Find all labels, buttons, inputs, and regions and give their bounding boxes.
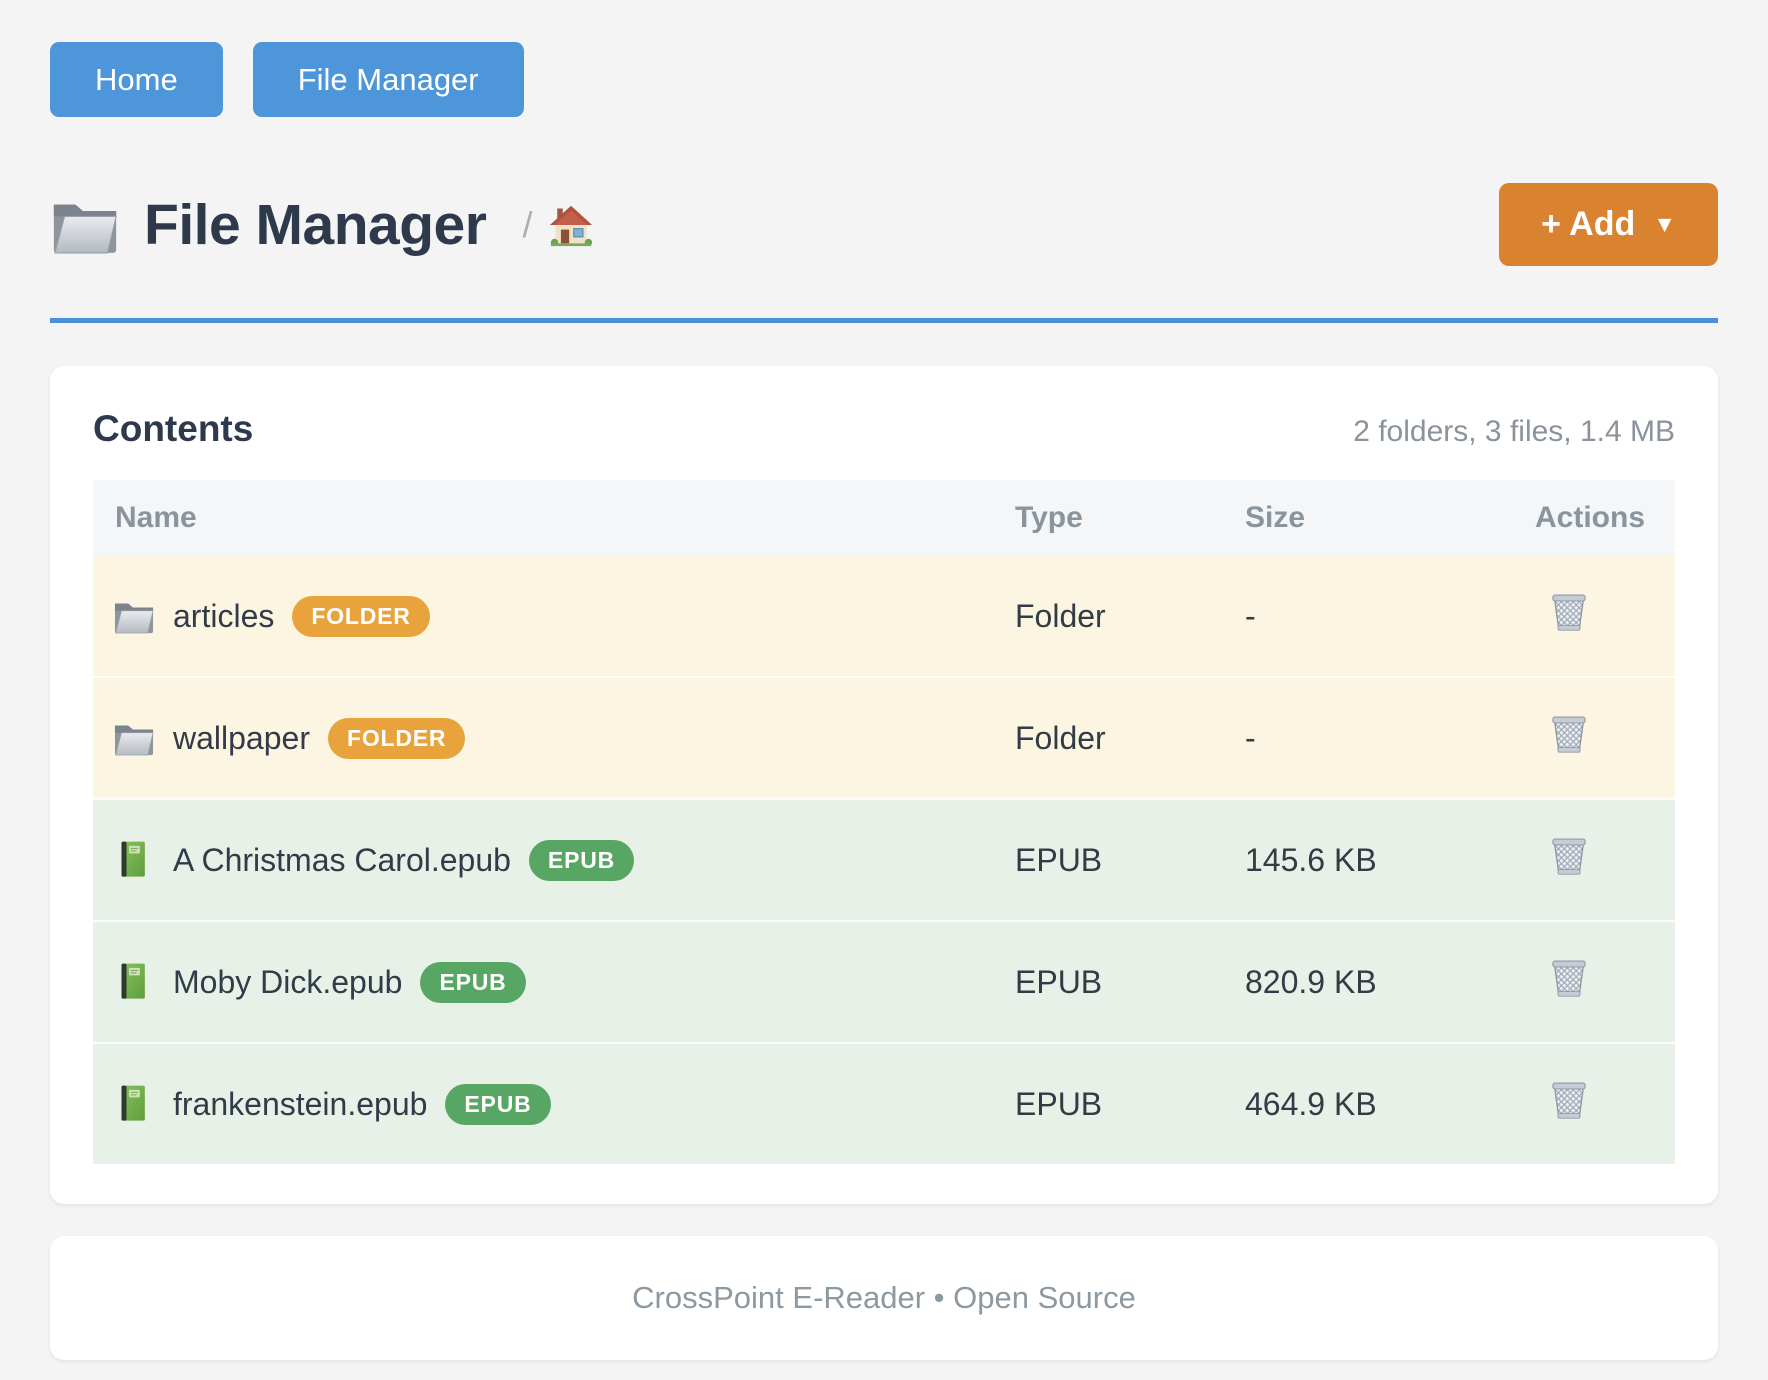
table-body: articles FOLDER Folder - wallpaper FOLDE… — [93, 556, 1675, 1164]
delete-button[interactable] — [1549, 712, 1589, 756]
breadcrumb: / — [522, 203, 594, 247]
title-underline — [50, 318, 1718, 323]
file-name: wallpaper — [173, 719, 310, 756]
footer-text: CrossPoint E-Reader • Open Source — [632, 1280, 1136, 1315]
size-cell: 820.9 KB — [1245, 963, 1377, 1000]
wastebasket-icon — [1549, 590, 1589, 634]
home-button[interactable]: Home — [50, 42, 223, 117]
file-name: articles — [173, 597, 275, 634]
size-cell: - — [1245, 719, 1256, 756]
add-button[interactable]: + Add ▼ — [1499, 183, 1718, 266]
add-button-label: + Add — [1541, 205, 1636, 243]
file-name: A Christmas Carol.epub — [173, 841, 511, 878]
table-row[interactable]: Moby Dick.epub EPUB EPUB 820.9 KB — [93, 921, 1675, 1043]
delete-button[interactable] — [1549, 1078, 1589, 1122]
contents-summary: 2 folders, 3 files, 1.4 MB — [1353, 415, 1675, 448]
type-badge: EPUB — [445, 1083, 551, 1125]
delete-button[interactable] — [1549, 590, 1589, 634]
column-header-name: Name — [93, 480, 1015, 556]
size-cell: - — [1245, 597, 1256, 634]
type-badge: EPUB — [528, 839, 635, 881]
column-header-actions: Actions — [1535, 480, 1675, 556]
type-badge: EPUB — [420, 961, 526, 1003]
footer-card: CrossPoint E-Reader • Open Source — [50, 1236, 1718, 1360]
files-table: Name Type Size Actions articles FOLDER F… — [93, 480, 1675, 1164]
table-row[interactable]: frankenstein.epub EPUB EPUB 464.9 KB — [93, 1043, 1675, 1164]
folder-icon — [113, 718, 155, 758]
table-row[interactable]: wallpaper FOLDER Folder - — [93, 677, 1675, 799]
type-cell: Folder — [1015, 597, 1106, 634]
green-book-icon — [113, 962, 155, 1002]
top-nav: Home File Manager — [50, 42, 1718, 117]
type-cell: EPUB — [1015, 841, 1103, 878]
type-badge: FOLDER — [327, 717, 466, 759]
type-badge: FOLDER — [292, 595, 430, 637]
delete-button[interactable] — [1549, 956, 1589, 1000]
wastebasket-icon — [1549, 834, 1589, 878]
file-manager-button[interactable]: File Manager — [252, 42, 524, 117]
title-row: File Manager / + Add ▼ — [50, 183, 1718, 266]
caret-down-icon: ▼ — [1653, 211, 1676, 237]
column-header-type: Type — [1015, 480, 1245, 556]
file-name: frankenstein.epub — [173, 1085, 428, 1122]
folder-icon — [113, 596, 155, 636]
table-row[interactable]: A Christmas Carol.epub EPUB EPUB 145.6 K… — [93, 799, 1675, 921]
column-header-size: Size — [1245, 480, 1535, 556]
table-header-row: Name Type Size Actions — [93, 480, 1675, 556]
green-book-icon — [113, 1084, 155, 1124]
wastebasket-icon — [1549, 712, 1589, 756]
delete-button[interactable] — [1549, 834, 1589, 878]
contents-card: Contents 2 folders, 3 files, 1.4 MB Name… — [50, 366, 1718, 1204]
house-icon[interactable] — [548, 203, 594, 247]
open-folder-icon — [50, 196, 120, 254]
table-row[interactable]: articles FOLDER Folder - — [93, 556, 1675, 677]
page-title: File Manager — [144, 192, 487, 257]
wastebasket-icon — [1549, 956, 1589, 1000]
wastebasket-icon — [1549, 1078, 1589, 1122]
type-cell: Folder — [1015, 719, 1106, 756]
green-book-icon — [113, 840, 155, 880]
type-cell: EPUB — [1015, 963, 1103, 1000]
breadcrumb-separator: / — [522, 203, 533, 245]
size-cell: 464.9 KB — [1245, 1085, 1377, 1122]
type-cell: EPUB — [1015, 1085, 1103, 1122]
contents-heading: Contents — [93, 408, 254, 449]
size-cell: 145.6 KB — [1245, 841, 1377, 878]
file-name: Moby Dick.epub — [173, 963, 403, 1000]
